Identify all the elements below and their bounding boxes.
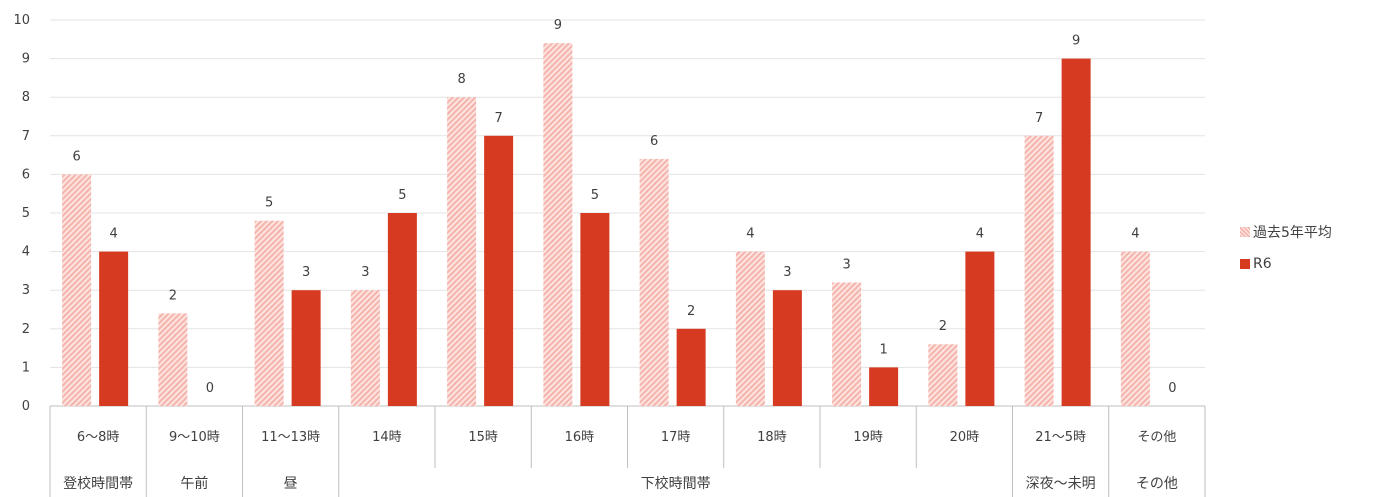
data-label: 4 <box>109 227 117 242</box>
data-label: 9 <box>1072 34 1080 49</box>
bar-r6 <box>1061 58 1091 406</box>
x-tick-label: 21〜5時 <box>1035 430 1086 445</box>
data-label: 2 <box>939 319 947 334</box>
data-label: 0 <box>1168 381 1176 396</box>
data-label: 4 <box>746 227 754 242</box>
group-label: その他 <box>1136 476 1178 492</box>
bar-past-average <box>158 313 188 406</box>
y-tick-label: 1 <box>22 360 30 375</box>
bar-r6 <box>965 251 995 406</box>
group-label: 昼 <box>284 476 298 492</box>
data-label: 7 <box>1035 111 1043 126</box>
legend-item-past-average: 過去5年平均 <box>1240 222 1332 242</box>
data-label: 4 <box>976 227 984 242</box>
gridlines <box>50 19 1205 407</box>
y-tick-label: 7 <box>22 129 30 144</box>
data-label: 1 <box>879 342 887 357</box>
bar-past-average <box>543 43 573 406</box>
bar-r6 <box>772 290 802 406</box>
x-tick-label: 14時 <box>372 430 402 445</box>
y-tick-label: 2 <box>22 322 30 337</box>
category-axis: 6〜8時 9〜10時 11〜13時 14時 15時 16時 17時 18時 19時 20時 21〜5… <box>49 406 1206 497</box>
data-label: 3 <box>302 265 310 280</box>
x-tick-label: 9〜10時 <box>169 430 220 445</box>
data-label: 6 <box>650 134 658 149</box>
x-tick-label: 11〜13時 <box>261 430 320 445</box>
bar-r6 <box>387 213 417 406</box>
x-tick-label: 20時 <box>950 430 980 445</box>
group-label: 下校時間帯 <box>641 475 711 492</box>
x-tick-label: その他 <box>1137 430 1176 445</box>
data-label: 0 <box>206 381 214 396</box>
x-tick-label: 16時 <box>565 430 595 445</box>
x-tick-label: 19時 <box>853 430 883 445</box>
legend-swatch-solid <box>1240 259 1250 269</box>
data-label: 3 <box>361 265 369 280</box>
y-tick-label: 5 <box>22 206 30 221</box>
data-labels: 6 2 5 3 8 9 6 4 3 2 7 4 4 0 3 5 7 5 2 3 1 4 9 0 <box>72 18 1176 396</box>
x-tick-label: 18時 <box>757 430 787 445</box>
data-label: 4 <box>1131 227 1139 242</box>
y-axis-ticks: 0 1 2 3 4 5 6 7 8 9 10 <box>13 13 30 414</box>
group-label: 登校時間帯 <box>63 475 133 492</box>
data-label: 8 <box>457 72 465 87</box>
bar-r6 <box>291 290 321 406</box>
x-tick-label: 6〜8時 <box>77 430 120 445</box>
x-tick-label: 17時 <box>661 430 691 445</box>
data-label: 2 <box>687 304 695 319</box>
data-label: 6 <box>72 149 80 164</box>
bar-past-average <box>639 158 669 406</box>
data-label: 2 <box>169 288 177 303</box>
bar-r6 <box>99 251 129 406</box>
bar-r6 <box>484 135 514 407</box>
bars <box>62 43 1150 407</box>
bar-r6 <box>869 367 899 406</box>
legend-item-r6: R6 <box>1240 254 1332 274</box>
data-label: 3 <box>783 265 791 280</box>
group-label: 深夜〜未明 <box>1026 476 1096 492</box>
legend-swatch-hatched <box>1240 227 1250 237</box>
bar-past-average <box>1024 135 1054 407</box>
bar-past-average <box>832 282 862 406</box>
bar-past-average <box>735 251 765 406</box>
data-label: 7 <box>494 111 502 126</box>
y-tick-label: 9 <box>22 52 30 67</box>
bar-past-average <box>1120 251 1150 406</box>
group-label: 午前 <box>180 475 208 492</box>
data-label: 3 <box>842 257 850 272</box>
bar-past-average <box>928 344 958 406</box>
y-tick-label: 6 <box>22 167 30 182</box>
bar-past-average <box>254 220 284 406</box>
y-tick-label: 3 <box>22 283 30 298</box>
legend: 過去5年平均 R6 <box>1240 222 1332 286</box>
legend-label-past-average: 過去5年平均 <box>1253 225 1332 241</box>
legend-label-r6: R6 <box>1253 256 1272 272</box>
y-tick-label: 10 <box>13 13 30 28</box>
x-tick-label: 15時 <box>468 430 498 445</box>
y-tick-label: 4 <box>22 245 30 260</box>
data-label: 5 <box>398 188 406 203</box>
data-label: 5 <box>265 196 273 211</box>
data-label: 5 <box>591 188 599 203</box>
bar-r6 <box>676 328 706 406</box>
bar-past-average <box>62 174 92 406</box>
bar-past-average <box>447 97 477 406</box>
y-tick-label: 8 <box>22 90 30 105</box>
bar-past-average <box>350 290 380 406</box>
y-tick-label: 0 <box>22 399 30 414</box>
data-label: 9 <box>554 18 562 33</box>
bar-r6 <box>580 213 610 406</box>
